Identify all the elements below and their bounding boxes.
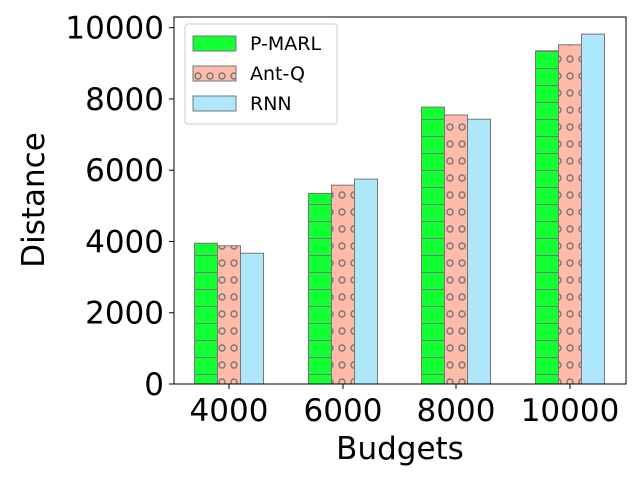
- bar-p-marl-8000: [421, 106, 445, 385]
- bar-ant-q-4000: [217, 245, 241, 385]
- legend-label-p-marl: P-MARL: [250, 33, 321, 55]
- y-tick-label: 6000: [85, 153, 164, 189]
- y-tick-label: 8000: [85, 82, 164, 118]
- bar-rnn-4000: [240, 252, 264, 385]
- x-tick-label: 10000: [521, 393, 620, 429]
- y-tick-label: 0: [144, 367, 164, 403]
- y-tick-label: 10000: [65, 11, 164, 47]
- legend: P-MARL Ant-Q RNN: [184, 23, 338, 125]
- bar-rnn-10000: [581, 33, 605, 385]
- legend-swatch-p-marl: [192, 35, 237, 52]
- bar-p-marl-4000: [194, 242, 218, 385]
- bar-ant-q-8000: [444, 114, 468, 385]
- legend-swatch-ant-q: [192, 65, 237, 82]
- x-tick-label: 4000: [190, 393, 269, 429]
- x-tick-label: 8000: [417, 393, 496, 429]
- bar-rnn-8000: [467, 118, 491, 385]
- y-axis-label: Distance: [16, 132, 52, 268]
- bar-ant-q-10000: [558, 44, 582, 385]
- bar-p-marl-10000: [535, 50, 559, 385]
- x-tick-label: 6000: [304, 393, 383, 429]
- bar-p-marl-6000: [308, 192, 332, 385]
- bar-rnn-6000: [354, 178, 378, 385]
- bar-ant-q-6000: [331, 184, 355, 385]
- x-axis: 4000 6000 8000 10000: [190, 384, 620, 429]
- legend-label-rnn: RNN: [250, 93, 292, 115]
- x-axis-label: Budgets: [336, 431, 464, 467]
- y-tick-label: 4000: [85, 224, 164, 260]
- legend-swatch-rnn: [192, 95, 237, 112]
- plot-frame: [173, 16, 627, 385]
- y-tick-label: 2000: [85, 296, 164, 332]
- y-axis: 0 2000 4000 6000 8000 10000: [65, 11, 174, 403]
- legend-label-ant-q: Ant-Q: [250, 63, 305, 85]
- bars-group: [194, 33, 605, 385]
